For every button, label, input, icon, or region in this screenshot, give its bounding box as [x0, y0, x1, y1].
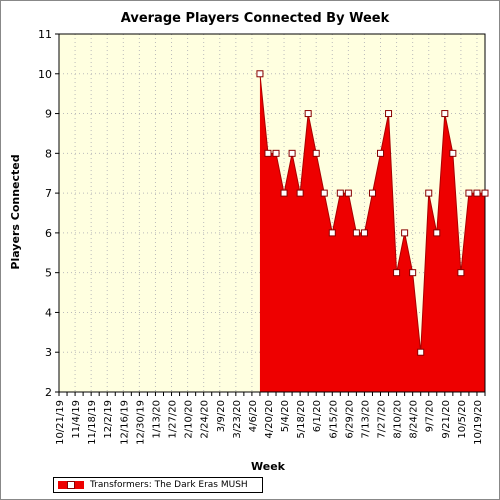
x-tick-label: 3/23/20 — [232, 400, 243, 439]
legend-swatch — [58, 481, 84, 489]
x-tick-label: 7/27/20 — [377, 400, 388, 439]
data-point — [280, 189, 288, 197]
data-point — [360, 229, 368, 237]
x-tick-label: 10/19/20 — [473, 400, 484, 445]
x-tick-label: 5/4/20 — [280, 400, 291, 432]
x-tick-label: 10/5/20 — [457, 400, 468, 439]
x-tick-label: 4/20/20 — [264, 400, 275, 439]
data-point — [304, 110, 312, 118]
data-point — [320, 189, 328, 197]
x-tick-label: 9/21/20 — [441, 400, 452, 439]
x-tick-label: 4/6/20 — [248, 400, 259, 432]
x-tick-label: 9/7/20 — [425, 400, 436, 432]
x-tick-label: 3/9/20 — [216, 400, 227, 432]
x-tick-label: 6/15/20 — [328, 400, 339, 439]
plot-area: 2 3 4 5 6 7 8 9 10 11 10/21/19 11/4/19 11/18/19 12/2/… — [38, 28, 489, 445]
data-point — [312, 149, 320, 157]
x-tick-label: 10/21/19 — [55, 400, 66, 445]
y-tick-label: 2 — [45, 386, 52, 399]
y-tick-label: 10 — [38, 68, 52, 81]
data-point — [385, 110, 393, 118]
data-point — [457, 269, 465, 277]
data-point — [425, 189, 433, 197]
data-point — [264, 149, 272, 157]
data-point — [328, 229, 336, 237]
x-tick-label: 12/30/19 — [135, 400, 146, 445]
chart-title: Average Players Connected By Week — [121, 11, 390, 26]
x-tick-label: 7/13/20 — [360, 400, 371, 439]
data-point — [465, 189, 473, 197]
y-tick-label: 7 — [45, 187, 52, 200]
x-tick-label: 2/24/20 — [200, 400, 211, 439]
legend: Transformers: The Dark Eras MUSH — [53, 477, 263, 493]
legend-marker-icon — [67, 481, 75, 489]
x-tick-label: 8/24/20 — [409, 400, 420, 439]
data-point — [417, 348, 425, 356]
data-point — [449, 149, 457, 157]
y-tick-label: 9 — [45, 108, 52, 121]
y-tick-label: 3 — [45, 346, 52, 359]
data-point — [288, 149, 296, 157]
data-point — [441, 110, 449, 118]
plot-border — [58, 33, 486, 393]
y-tick-label: 8 — [45, 147, 52, 160]
data-point — [433, 229, 441, 237]
x-tick-label: 12/16/19 — [119, 400, 130, 445]
x-tick-label: 6/29/20 — [344, 400, 355, 439]
x-tick-label: 6/1/20 — [312, 400, 323, 432]
data-point — [401, 229, 409, 237]
data-point — [336, 189, 344, 197]
data-point — [352, 229, 360, 237]
x-tick-label: 11/18/19 — [87, 400, 98, 445]
x-axis-label: Week — [251, 460, 286, 473]
x-tick-label: 2/10/20 — [184, 400, 195, 439]
data-point — [368, 189, 376, 197]
y-tick-label: 4 — [45, 306, 52, 319]
x-tick-label: 1/13/20 — [151, 400, 162, 439]
data-point — [393, 269, 401, 277]
data-point — [344, 189, 352, 197]
x-tick-label: 12/2/19 — [103, 400, 114, 439]
data-point — [377, 149, 385, 157]
y-tick-label: 6 — [45, 227, 52, 240]
data-point — [409, 269, 417, 277]
data-point — [256, 70, 264, 78]
y-tick-label: 5 — [45, 267, 52, 280]
x-tick-label: 8/10/20 — [393, 400, 404, 439]
data-point — [473, 189, 481, 197]
y-axis-label: Players Connected — [9, 154, 22, 269]
data-point — [296, 189, 304, 197]
x-tick-label: 1/27/20 — [168, 400, 179, 439]
data-point — [481, 189, 489, 197]
legend-label: Transformers: The Dark Eras MUSH — [90, 480, 248, 490]
y-tick-label: 11 — [38, 28, 52, 41]
x-tick-label: 11/4/19 — [71, 400, 82, 439]
x-tick-label: 5/18/20 — [296, 400, 307, 439]
data-point — [272, 149, 280, 157]
